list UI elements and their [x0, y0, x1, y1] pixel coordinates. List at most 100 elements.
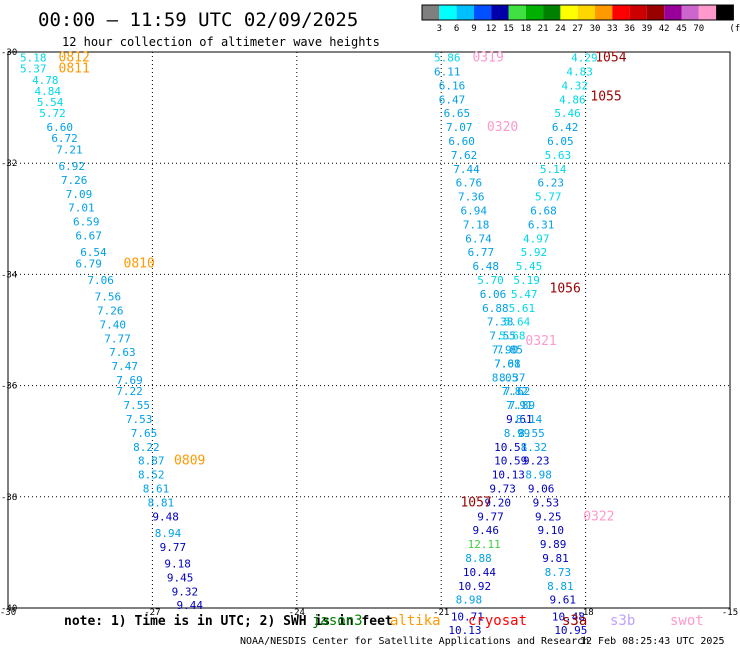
wave-height-label: 10.92 — [458, 580, 491, 593]
colorbar-swatch — [508, 5, 526, 20]
wave-height-label: 6.11 — [434, 65, 461, 78]
satellite-legend-entry: jason3 — [312, 613, 363, 629]
colorbar-tick-label: 15 — [503, 24, 514, 34]
time-label: 0812 — [59, 51, 90, 66]
time-label: 1057 — [460, 495, 491, 510]
wave-height-label: 7.91 — [506, 399, 533, 412]
wave-height-label: 7.47 — [111, 360, 138, 373]
x-tick-label: -27 — [144, 608, 160, 618]
wave-height-label: 8.87 — [138, 455, 165, 468]
colorbar-outline — [421, 4, 734, 21]
colorbar-swatch — [439, 5, 457, 20]
y-tick-label: -32 — [1, 159, 17, 169]
wave-height-label: 7.65 — [131, 427, 158, 440]
colorbar-swatch — [456, 5, 474, 20]
wave-height-label: 4.97 — [523, 232, 550, 245]
wave-height-label: 7.61 — [494, 357, 521, 370]
colorbar-tick-label: 3 — [437, 24, 442, 34]
wave-height-label: 10.48 — [552, 610, 585, 623]
wave-height-label: 7.85 — [497, 343, 524, 356]
wave-height-label: 9.48 — [152, 510, 179, 523]
wave-height-label: 8.05 — [492, 371, 519, 384]
wave-height-label: 7.56 — [95, 291, 122, 304]
colorbar-tick-label: 39 — [641, 24, 652, 34]
colorbar-swatch — [646, 5, 665, 20]
wave-height-label: 5.18 — [20, 52, 47, 65]
colorbar-tick-label: 30 — [590, 24, 601, 34]
wave-height-label: 7.36 — [458, 191, 485, 204]
colorbar-swatch — [716, 5, 734, 20]
x-tick-label: -15 — [722, 608, 738, 618]
wave-height-label: 7.08 — [494, 357, 521, 370]
wave-height-label: 9.77 — [160, 541, 187, 554]
wave-height-label: 4.32 — [562, 79, 589, 92]
wave-height-label: 8.32 — [521, 441, 548, 454]
wave-height-label: 4.78 — [32, 74, 59, 87]
time-label: 0322 — [583, 509, 614, 524]
wave-height-label: 4.84 — [34, 85, 61, 98]
wave-height-label: 9.46 — [472, 524, 499, 537]
wave-height-label: 9.77 — [477, 510, 504, 523]
colorbar-tick-label: 18 — [520, 24, 531, 34]
wave-height-points: 5.185.374.784.845.545.726.606.727.216.92… — [20, 52, 598, 638]
wave-height-label: 5.45 — [516, 260, 543, 273]
wave-height-label: 10.71 — [451, 610, 484, 623]
wave-height-label: 4.83 — [566, 65, 593, 78]
colorbar-tick-label: 24 — [555, 24, 566, 34]
wave-height-label: 6.23 — [537, 177, 564, 190]
wave-height-label: 7.55 — [489, 330, 516, 343]
wave-height-label: 6.42 — [552, 121, 579, 134]
colorbar-tick-label: 70 — [693, 24, 704, 34]
time-label: 1055 — [590, 89, 621, 104]
wave-height-label: 4.86 — [559, 93, 586, 106]
x-tick-label: -30 — [0, 608, 16, 618]
colorbar-swatch — [422, 5, 440, 20]
wave-height-label: 5.72 — [39, 107, 66, 120]
wave-height-label: 7.53 — [126, 413, 153, 426]
colorbar-swatch — [612, 5, 630, 20]
wave-height-label: 4.29 — [571, 52, 598, 65]
wave-height-label: 6.76 — [456, 177, 483, 190]
wave-height-label: 9.61 — [506, 413, 533, 426]
wave-height-label: 6.79 — [75, 257, 102, 270]
time-label: 0810 — [124, 256, 155, 271]
colorbar-tick-label: 45 — [676, 24, 687, 34]
wave-height-label: 5.77 — [535, 191, 562, 204]
wave-height-label: 10.95 — [554, 624, 587, 637]
wave-height-label: 10.13 — [492, 469, 525, 482]
wave-height-label: 5.86 — [434, 52, 461, 65]
wave-height-label: 8.99 — [504, 427, 530, 440]
time-label: 1056 — [550, 281, 581, 296]
wave-height-label: 6.06 — [480, 288, 507, 301]
wave-height-label: 8.81 — [547, 580, 574, 593]
wave-height-label: 7.44 — [453, 163, 480, 176]
colorbar-tick-label: 33 — [607, 24, 618, 34]
wave-height-label: 5.54 — [37, 96, 64, 109]
wave-height-label: 8.52 — [138, 469, 165, 482]
wave-height-label: 6.94 — [460, 204, 487, 217]
wave-height-label: 6.74 — [465, 232, 492, 245]
chart-title: 00:00 – 11:59 UTC 02/09/2025 — [38, 9, 358, 31]
wave-height-label: 7.22 — [116, 385, 143, 398]
wave-height-label: 7.82 — [501, 385, 528, 398]
wave-height-label: 9.06 — [528, 482, 555, 495]
wave-height-label: 7.26 — [61, 174, 88, 187]
wave-height-label: 5.47 — [511, 288, 538, 301]
x-tick-label: -24 — [289, 608, 305, 618]
wave-height-label: 7.40 — [99, 318, 126, 331]
time-label: 0319 — [472, 51, 503, 66]
wave-height-label: 5.70 — [477, 274, 504, 287]
y-tick-label: -34 — [1, 270, 17, 280]
colorbar-swatch — [629, 5, 647, 20]
wave-height-label: 8.98 — [525, 469, 552, 482]
footer: note: 1) Time is in UTC; 2) SWH is in fe… — [64, 613, 725, 647]
x-tick-label: -18 — [577, 608, 593, 618]
colorbar-tick-label: 21 — [538, 24, 549, 34]
wave-height-label: 8.37 — [499, 371, 525, 384]
wave-height-label: 10.59 — [494, 455, 527, 468]
satellite-legend-entry: swot — [670, 613, 704, 629]
wave-height-label: 6.60 — [448, 135, 475, 148]
wave-height-label: 7.26 — [97, 305, 124, 318]
y-tick-label: -40 — [1, 604, 17, 614]
wave-height-label: 7.09 — [66, 188, 93, 201]
